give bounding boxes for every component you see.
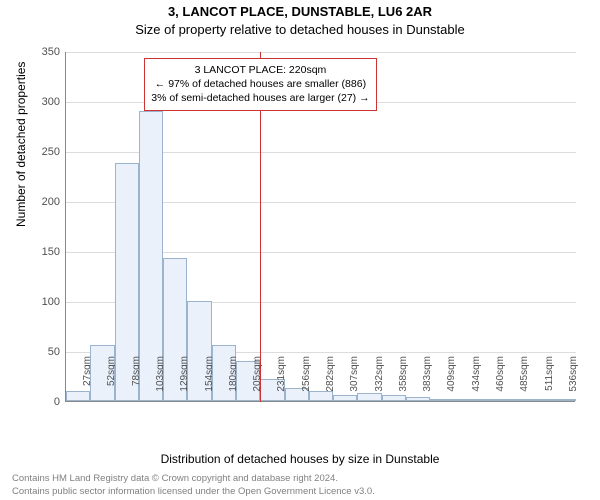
info-box-line: ← 97% of detached houses are smaller (88… <box>151 77 369 91</box>
gridline <box>66 52 576 53</box>
y-tick-label: 300 <box>20 96 60 108</box>
histogram-chart: 05010015020025030035027sqm52sqm78sqm103s… <box>65 52 575 402</box>
page-title-line2: Size of property relative to detached ho… <box>0 22 600 37</box>
x-axis-label: Distribution of detached houses by size … <box>0 452 600 466</box>
info-box-line: 3 LANCOT PLACE: 220sqm <box>151 63 369 77</box>
y-tick-label: 250 <box>20 146 60 158</box>
footer-licence: Contains public sector information licen… <box>12 486 375 497</box>
property-info-box: 3 LANCOT PLACE: 220sqm← 97% of detached … <box>144 58 376 111</box>
y-tick-label: 150 <box>20 246 60 258</box>
y-tick-label: 50 <box>20 346 60 358</box>
x-tick-label: 536sqm <box>568 356 579 406</box>
plot-area: 05010015020025030035027sqm52sqm78sqm103s… <box>65 52 575 402</box>
info-box-line: 3% of semi-detached houses are larger (2… <box>151 91 369 105</box>
y-tick-label: 350 <box>20 46 60 58</box>
y-tick-label: 200 <box>20 196 60 208</box>
y-tick-label: 100 <box>20 296 60 308</box>
footer-copyright: Contains HM Land Registry data © Crown c… <box>12 473 338 484</box>
y-tick-label: 0 <box>20 396 60 408</box>
page-title-line1: 3, LANCOT PLACE, DUNSTABLE, LU6 2AR <box>0 4 600 19</box>
